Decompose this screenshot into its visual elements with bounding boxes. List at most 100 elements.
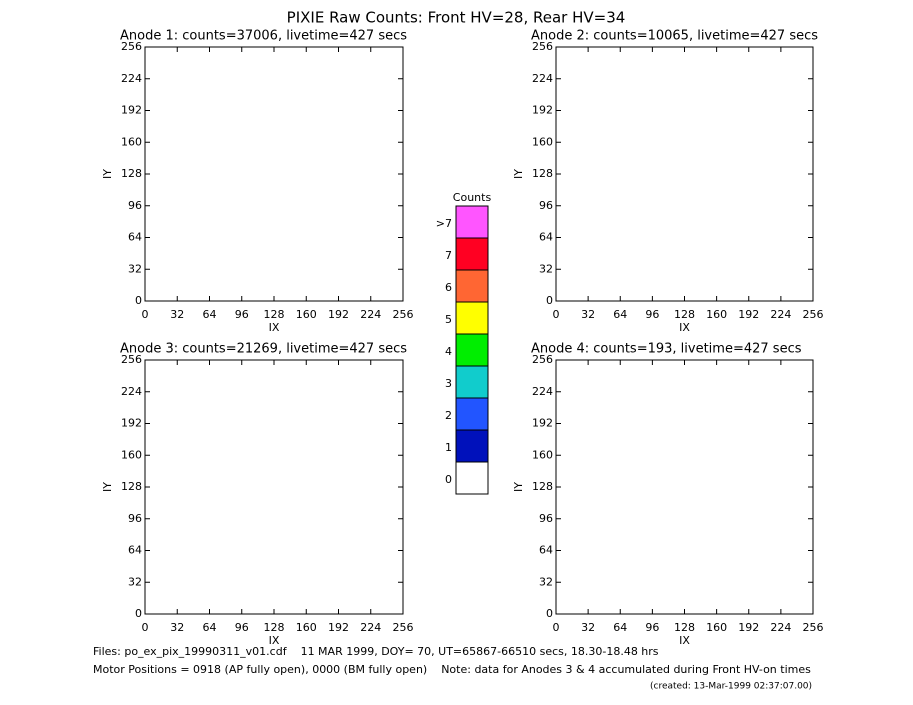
colorbar-label: 2 bbox=[445, 409, 452, 422]
plot-frame bbox=[144, 359, 404, 615]
x-tick-label: 192 bbox=[328, 308, 349, 321]
colorbar-label: 7 bbox=[445, 249, 452, 262]
x-tick-label: 0 bbox=[142, 308, 149, 321]
colorbar-label: >7 bbox=[436, 217, 452, 230]
panel-title: Anode 4: counts=193, livetime=427 secs bbox=[531, 342, 802, 357]
y-axis-label: IY bbox=[101, 169, 114, 179]
y-tick-label: 224 bbox=[121, 72, 142, 85]
x-tick-label: 96 bbox=[645, 308, 659, 321]
y-tick-label: 192 bbox=[532, 417, 553, 430]
x-tick-label: 128 bbox=[674, 308, 695, 321]
footer-motor: Motor Positions = 0918 (AP fully open), … bbox=[93, 663, 811, 676]
x-tick-label: 192 bbox=[738, 621, 759, 634]
x-tick-label: 128 bbox=[264, 308, 285, 321]
x-tick-label: 256 bbox=[803, 308, 824, 321]
x-tick-label: 256 bbox=[393, 308, 414, 321]
x-axis-label: IX bbox=[269, 634, 280, 647]
x-tick-label: 96 bbox=[235, 308, 249, 321]
colorbar-swatch bbox=[455, 301, 489, 335]
x-tick-label: 32 bbox=[581, 308, 595, 321]
colorbar-title: Counts bbox=[453, 191, 492, 204]
panel-title: Anode 1: counts=37006, livetime=427 secs bbox=[120, 29, 407, 44]
x-tick-label: 128 bbox=[264, 621, 285, 634]
y-tick-label: 160 bbox=[121, 135, 142, 148]
plot-frame bbox=[555, 46, 814, 302]
y-tick-label: 224 bbox=[532, 385, 553, 398]
x-tick-label: 64 bbox=[203, 308, 217, 321]
x-tick-label: 96 bbox=[235, 621, 249, 634]
x-tick-label: 224 bbox=[360, 621, 381, 634]
x-tick-label: 32 bbox=[170, 308, 184, 321]
colorbar-swatch bbox=[455, 365, 489, 399]
y-tick-label: 32 bbox=[539, 575, 553, 588]
y-tick-label: 192 bbox=[121, 104, 142, 117]
plot-frame bbox=[555, 359, 814, 615]
y-tick-label: 256 bbox=[532, 353, 553, 366]
x-tick-label: 256 bbox=[803, 621, 824, 634]
y-tick-label: 160 bbox=[532, 448, 553, 461]
x-tick-label: 0 bbox=[142, 621, 149, 634]
x-tick-label: 256 bbox=[393, 621, 414, 634]
y-tick-label: 224 bbox=[121, 385, 142, 398]
y-tick-label: 192 bbox=[121, 417, 142, 430]
plot-frame bbox=[144, 46, 404, 302]
y-tick-label: 96 bbox=[128, 199, 142, 212]
colorbar-swatch bbox=[455, 205, 489, 239]
y-tick-label: 256 bbox=[532, 40, 553, 53]
x-tick-label: 0 bbox=[553, 621, 560, 634]
y-tick-label: 128 bbox=[532, 167, 553, 180]
panel-title: Anode 2: counts=10065, livetime=427 secs bbox=[531, 29, 818, 44]
y-tick-label: 64 bbox=[128, 231, 142, 244]
x-axis-label: IX bbox=[679, 634, 690, 647]
y-tick-label: 128 bbox=[121, 480, 142, 493]
y-axis-label: IY bbox=[101, 482, 114, 492]
y-tick-label: 0 bbox=[135, 294, 142, 307]
colorbar-label: 3 bbox=[445, 377, 452, 390]
y-tick-label: 128 bbox=[532, 480, 553, 493]
colorbar-label: 4 bbox=[445, 345, 452, 358]
x-tick-label: 160 bbox=[706, 621, 727, 634]
y-tick-label: 32 bbox=[128, 262, 142, 275]
x-axis-label: IX bbox=[269, 321, 280, 334]
x-tick-label: 160 bbox=[296, 308, 317, 321]
y-tick-label: 256 bbox=[121, 353, 142, 366]
y-tick-label: 160 bbox=[532, 135, 553, 148]
colorbar-swatch bbox=[455, 269, 489, 303]
x-tick-label: 192 bbox=[738, 308, 759, 321]
y-tick-label: 128 bbox=[121, 167, 142, 180]
y-tick-label: 0 bbox=[546, 607, 553, 620]
y-tick-label: 64 bbox=[128, 544, 142, 557]
x-tick-label: 64 bbox=[613, 308, 627, 321]
x-tick-label: 32 bbox=[170, 621, 184, 634]
x-tick-label: 64 bbox=[613, 621, 627, 634]
colorbar-swatch bbox=[455, 237, 489, 271]
y-tick-label: 256 bbox=[121, 40, 142, 53]
y-tick-label: 96 bbox=[539, 512, 553, 525]
x-tick-label: 96 bbox=[645, 621, 659, 634]
colorbar-label: 0 bbox=[445, 473, 452, 486]
colorbar-swatch bbox=[455, 429, 489, 463]
colorbar-swatch bbox=[455, 461, 489, 495]
panel-title: Anode 3: counts=21269, livetime=427 secs bbox=[120, 342, 407, 357]
y-tick-label: 96 bbox=[128, 512, 142, 525]
footer-files: Files: po_ex_pix_19990311_v01.cdf 11 MAR… bbox=[93, 645, 659, 658]
x-tick-label: 224 bbox=[770, 621, 791, 634]
y-axis-label: IY bbox=[512, 482, 525, 492]
x-tick-label: 160 bbox=[706, 308, 727, 321]
x-tick-label: 160 bbox=[296, 621, 317, 634]
page-title: PIXIE Raw Counts: Front HV=28, Rear HV=3… bbox=[287, 9, 626, 27]
y-tick-label: 64 bbox=[539, 544, 553, 557]
y-tick-label: 224 bbox=[532, 72, 553, 85]
x-tick-label: 192 bbox=[328, 621, 349, 634]
y-tick-label: 0 bbox=[135, 607, 142, 620]
x-tick-label: 64 bbox=[203, 621, 217, 634]
footer-created: (created: 13-Mar-1999 02:37:07.00) bbox=[650, 682, 812, 692]
y-tick-label: 192 bbox=[532, 104, 553, 117]
y-tick-label: 32 bbox=[539, 262, 553, 275]
y-tick-label: 32 bbox=[128, 575, 142, 588]
y-tick-label: 0 bbox=[546, 294, 553, 307]
colorbar-label: 6 bbox=[445, 281, 452, 294]
x-tick-label: 128 bbox=[674, 621, 695, 634]
x-tick-label: 224 bbox=[360, 308, 381, 321]
